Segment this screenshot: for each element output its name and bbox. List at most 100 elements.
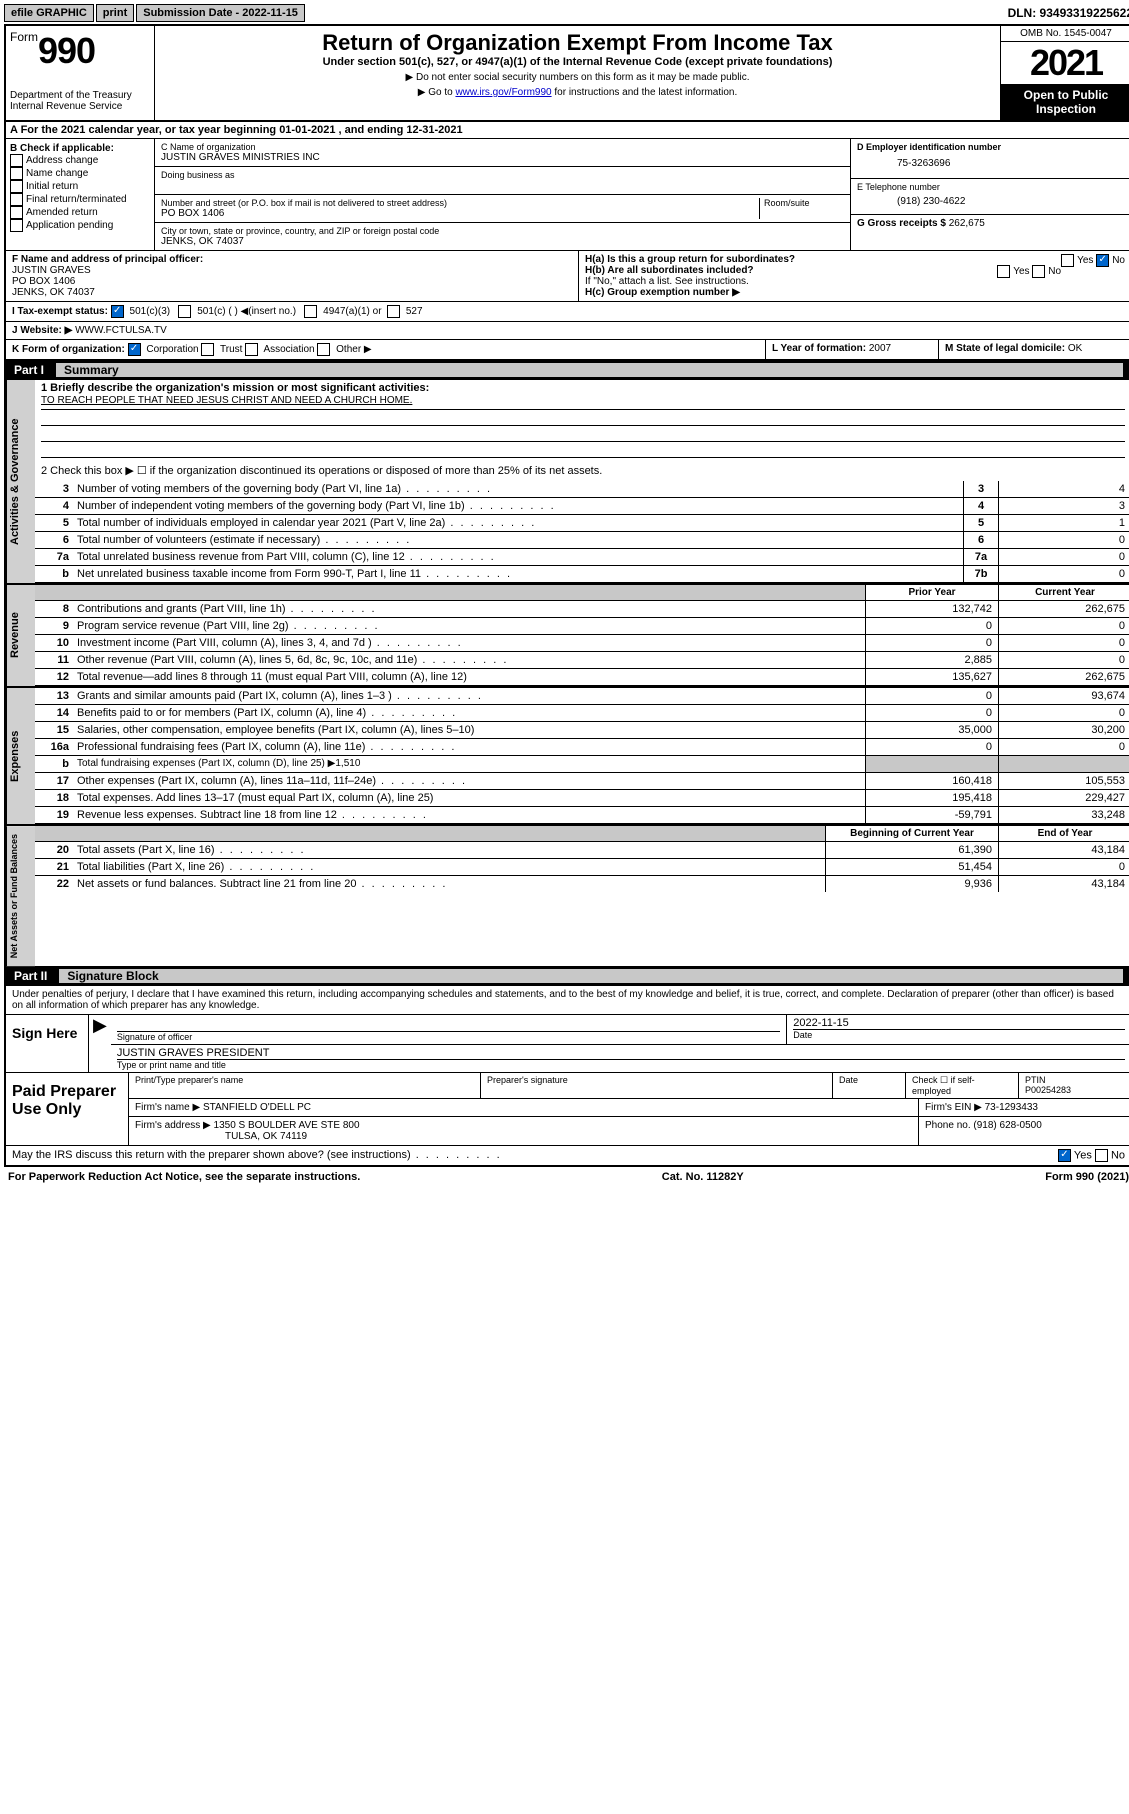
discuss-text: May the IRS discuss this return with the… (12, 1149, 1058, 1162)
form-header: Form990 Department of the Treasury Inter… (6, 26, 1129, 122)
chk-527[interactable] (387, 305, 400, 318)
line1-label: 1 Briefly describe the organization's mi… (41, 382, 1125, 394)
h-section: H(a) Is this a group return for subordin… (579, 251, 1129, 301)
page-footer: For Paperwork Reduction Act Notice, see … (4, 1167, 1129, 1187)
chk-association[interactable] (245, 343, 258, 356)
part1-label: Part I (14, 363, 56, 377)
phone-value: (918) 230-4622 (857, 192, 1125, 211)
chk-final-return[interactable]: Final return/terminated (10, 193, 150, 206)
line-21: 21Total liabilities (Part X, line 26)51,… (35, 859, 1129, 876)
org-name: JUSTIN GRAVES MINISTRIES INC (161, 152, 844, 163)
chk-application-pending[interactable]: Application pending (10, 219, 150, 232)
chk-501c3[interactable] (111, 305, 124, 318)
governance-section: Activities & Governance 1 Briefly descri… (6, 380, 1129, 583)
ein-label: D Employer identification number (857, 142, 1125, 152)
form-of-org: K Form of organization: Corporation Trus… (6, 340, 766, 359)
sig-date-label: Date (793, 1030, 1125, 1040)
address-cell: Number and street (or P.O. box if mail i… (155, 195, 850, 223)
line-10: 10Investment income (Part VIII, column (… (35, 635, 1129, 652)
efile-button[interactable]: efile GRAPHIC (4, 4, 94, 22)
gross-cell: G Gross receipts $ 262,675 (851, 215, 1129, 232)
org-name-cell: C Name of organization JUSTIN GRAVES MIN… (155, 139, 850, 167)
website-label: J Website: ▶ (12, 325, 72, 336)
dba-label: Doing business as (161, 170, 844, 180)
prep-check-col: Check ☐ if self-employed (906, 1073, 1019, 1098)
row-k-l-m: K Form of organization: Corporation Trus… (6, 340, 1129, 360)
chk-trust[interactable] (201, 343, 214, 356)
line2: 2 Check this box ▶ ☐ if the organization… (35, 460, 1129, 481)
sig-date: 2022-11-15 (793, 1017, 1125, 1029)
instr2-post: for instructions and the latest informat… (552, 87, 738, 98)
paid-preparer-label: Paid Preparer Use Only (6, 1073, 129, 1145)
gross-value: 262,675 (949, 218, 985, 229)
prep-name-col: Print/Type preparer's name (129, 1073, 481, 1098)
principal-officer: F Name and address of principal officer:… (6, 251, 579, 301)
chk-other[interactable] (317, 343, 330, 356)
city-cell: City or town, state or province, country… (155, 223, 850, 250)
col-c-org-info: C Name of organization JUSTIN GRAVES MIN… (155, 139, 851, 250)
firm-phone-row: Phone no. (918) 628-0500 (919, 1117, 1129, 1145)
chk-4947[interactable] (304, 305, 317, 318)
signer-name-label: Type or print name and title (117, 1060, 1125, 1070)
title-box: Return of Organization Exempt From Incom… (155, 26, 1000, 120)
state-domicile: M State of legal domicile: OK (939, 340, 1129, 359)
penalties-text: Under penalties of perjury, I declare th… (6, 986, 1129, 1015)
net-header-row: Beginning of Current YearEnd of Year (35, 826, 1129, 842)
officer-addr2: JENKS, OK 74037 (12, 287, 572, 298)
revenue-section: Revenue Prior YearCurrent Year 8Contribu… (6, 583, 1129, 686)
part1-heading: Summary (56, 363, 1123, 377)
line-12: 12Total revenue—add lines 8 through 11 (… (35, 669, 1129, 686)
netassets-side-label: Net Assets or Fund Balances (6, 826, 35, 966)
print-button[interactable]: print (96, 4, 134, 22)
year-box: OMB No. 1545-0047 2021 Open to Public In… (1000, 26, 1129, 120)
discuss-yes[interactable] (1058, 1149, 1071, 1162)
officer-addr1: PO BOX 1406 (12, 276, 572, 287)
revenue-side-label: Revenue (6, 585, 35, 686)
line-8: 8Contributions and grants (Part VIII, li… (35, 601, 1129, 618)
gov-lines: 3Number of voting members of the governi… (35, 481, 1129, 583)
dba-cell: Doing business as (155, 167, 850, 195)
footer-mid: Cat. No. 11282Y (662, 1171, 744, 1183)
city-label: City or town, state or province, country… (161, 226, 844, 236)
instruction-2: ▶ Go to www.irs.gov/Form990 for instruct… (159, 87, 996, 98)
expenses-section: Expenses 13Grants and similar amounts pa… (6, 686, 1129, 824)
line-17: 17Other expenses (Part IX, column (A), l… (35, 773, 1129, 790)
submission-date: Submission Date - 2022-11-15 (136, 4, 305, 22)
department-label: Department of the Treasury Internal Reve… (10, 90, 150, 112)
line-7a: 7aTotal unrelated business revenue from … (35, 549, 1129, 566)
open-public-badge: Open to Public Inspection (1001, 84, 1129, 120)
rev-header-row: Prior YearCurrent Year (35, 585, 1129, 601)
chk-name-change[interactable]: Name change (10, 167, 150, 180)
part2-header: Part II Signature Block (6, 966, 1129, 986)
prep-sig-col: Preparer's signature (481, 1073, 833, 1098)
chk-501c[interactable] (178, 305, 191, 318)
year-formation: L Year of formation: 2007 (766, 340, 939, 359)
chk-corporation[interactable] (128, 343, 141, 356)
ha-row: H(a) Is this a group return for subordin… (585, 254, 1125, 265)
col-b-checkboxes: B Check if applicable: Address change Na… (6, 139, 155, 250)
sign-here-label: Sign Here (6, 1015, 89, 1072)
officer-label: F Name and address of principal officer: (12, 254, 572, 265)
irs-link[interactable]: www.irs.gov/Form990 (455, 87, 551, 98)
line-18: 18Total expenses. Add lines 13–17 (must … (35, 790, 1129, 807)
prep-date-col: Date (833, 1073, 906, 1098)
ptin-col: PTINP00254283 (1019, 1073, 1129, 1098)
mission-text: TO REACH PEOPLE THAT NEED JESUS CHRIST A… (41, 394, 1125, 410)
form-word: Form (10, 30, 38, 44)
part1-header: Part I Summary (6, 360, 1129, 380)
footer-left: For Paperwork Reduction Act Notice, see … (8, 1171, 360, 1183)
expenses-side-label: Expenses (6, 688, 35, 824)
chk-address-change[interactable]: Address change (10, 154, 150, 167)
firm-ein-row: Firm's EIN ▶ 73-1293433 (919, 1099, 1129, 1116)
row-i-tax-status: I Tax-exempt status: 501(c)(3) 501(c) ( … (6, 302, 1129, 322)
instruction-1: ▶ Do not enter social security numbers o… (159, 72, 996, 83)
chk-initial-return[interactable]: Initial return (10, 180, 150, 193)
chk-amended-return[interactable]: Amended return (10, 206, 150, 219)
discuss-no[interactable] (1095, 1149, 1108, 1162)
website-value: WWW.FCTULSA.TV (75, 325, 167, 336)
form-container: Form990 Department of the Treasury Inter… (4, 24, 1129, 1167)
hc-row: H(c) Group exemption number ▶ (585, 287, 1125, 298)
tax-year: 2021 (1001, 42, 1129, 84)
org-name-label: C Name of organization (161, 142, 844, 152)
ein-value: 75-3263696 (857, 152, 1125, 175)
